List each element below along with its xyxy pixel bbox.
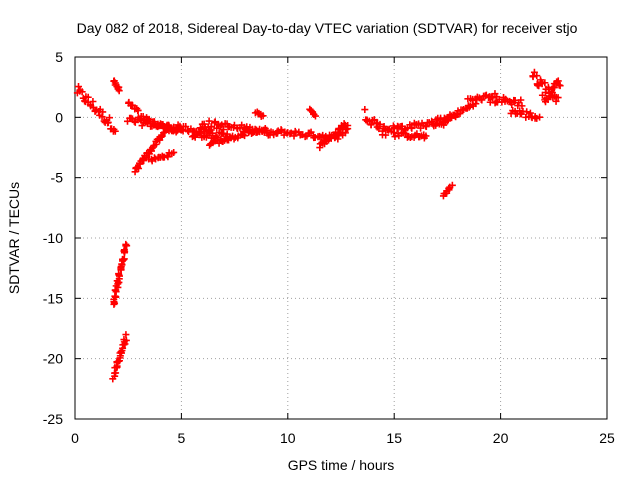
data-point	[523, 108, 531, 116]
x-tick-labels: 0 5 10 15 20 25	[71, 430, 615, 446]
data-point	[244, 126, 252, 134]
data-point	[139, 113, 147, 121]
data-point	[544, 95, 552, 103]
data-point	[218, 121, 226, 129]
data-point	[390, 129, 398, 137]
data-point	[120, 249, 128, 257]
data-point	[311, 112, 319, 120]
data-point	[213, 124, 221, 132]
data-point	[212, 132, 220, 140]
data-point	[533, 72, 541, 80]
y-tick-label: -25	[43, 411, 63, 427]
x-tick-label: 0	[71, 430, 79, 446]
data-point	[105, 114, 113, 122]
data-point	[538, 91, 546, 99]
data-point	[89, 97, 97, 105]
x-tick-label: 5	[178, 430, 186, 446]
data-point	[478, 96, 486, 104]
y-tick-label: -15	[43, 290, 63, 306]
data-point	[517, 96, 525, 104]
data-point	[115, 87, 123, 95]
chart-title: Day 082 of 2018, Sidereal Day-to-day VTE…	[77, 20, 578, 36]
data-point	[526, 109, 534, 117]
data-point	[307, 128, 315, 136]
data-point	[122, 331, 130, 339]
y-tick-label: -20	[43, 351, 63, 367]
data-point	[205, 117, 213, 125]
data-point	[152, 140, 160, 148]
data-point	[206, 129, 214, 137]
y-tick-label: 0	[55, 109, 63, 125]
data-point	[341, 129, 349, 137]
data-point	[182, 123, 190, 131]
data-point	[111, 292, 119, 300]
data-point	[278, 127, 286, 135]
data-point	[170, 148, 178, 156]
data-point	[550, 84, 558, 92]
data-point	[196, 129, 204, 137]
data-point	[554, 77, 562, 85]
x-tick-label: 10	[280, 430, 296, 446]
data-point	[273, 128, 281, 136]
data-point	[556, 82, 564, 90]
data-point	[225, 136, 233, 144]
data-point	[75, 83, 83, 91]
y-tick-label: -10	[43, 230, 63, 246]
data-point	[422, 123, 430, 131]
data-point	[518, 102, 526, 110]
data-point	[536, 113, 544, 121]
data-point	[135, 164, 143, 172]
data-point	[445, 184, 453, 192]
data-point	[111, 127, 119, 135]
x-axis-label: GPS time / hours	[288, 457, 395, 473]
y-tick-labels: 5 0 -5 -10 -15 -20 -25	[43, 49, 63, 427]
data-point	[111, 372, 119, 380]
data-point	[208, 123, 216, 131]
y-tick-label: 5	[55, 49, 63, 65]
data-point	[120, 255, 128, 263]
data-point	[489, 94, 497, 102]
data-point	[541, 79, 549, 87]
data-point	[119, 344, 127, 352]
data-point	[164, 153, 172, 161]
y-tick-label: -5	[51, 170, 64, 186]
data-point	[78, 88, 86, 96]
data-point	[123, 242, 131, 250]
data-point	[263, 126, 271, 134]
data-point	[122, 336, 130, 344]
axis-ticks	[74, 56, 608, 420]
data-point	[130, 117, 138, 125]
data-point	[104, 118, 112, 126]
data-points	[73, 68, 564, 383]
data-point	[367, 121, 375, 129]
data-point	[259, 112, 267, 120]
data-point	[115, 272, 123, 280]
data-point	[554, 94, 562, 102]
data-point	[241, 132, 249, 140]
x-tick-label: 15	[386, 430, 402, 446]
x-tick-label: 25	[599, 430, 615, 446]
data-point	[376, 120, 384, 128]
data-point	[408, 124, 416, 132]
data-point	[134, 106, 142, 114]
data-point	[190, 132, 198, 140]
y-axis-label: SDTVAR / TECUs	[6, 182, 22, 294]
data-point	[361, 106, 369, 114]
data-point	[344, 125, 352, 133]
x-tick-label: 20	[493, 430, 509, 446]
data-point	[448, 181, 456, 189]
data-point	[286, 130, 294, 138]
grid	[75, 57, 607, 419]
data-point	[99, 108, 107, 116]
data-point	[158, 132, 166, 140]
data-point	[122, 240, 130, 248]
data-point	[422, 132, 430, 140]
data-point	[370, 116, 378, 124]
data-point	[508, 101, 516, 109]
data-point	[465, 103, 473, 111]
